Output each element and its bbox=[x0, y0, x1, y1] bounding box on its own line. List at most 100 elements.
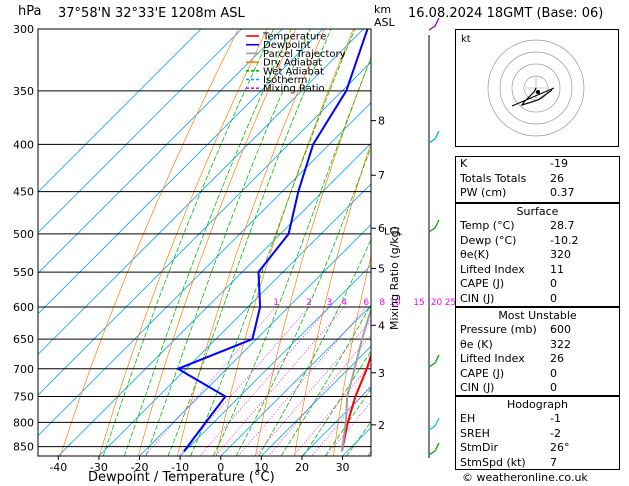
dry-adiabat-line bbox=[60, 29, 239, 456]
km-tick-label: 7 bbox=[378, 169, 385, 182]
mixing-ratio-line bbox=[268, 334, 371, 456]
pressure-tick-label: 650 bbox=[13, 333, 34, 346]
temperature-profile bbox=[340, 352, 371, 452]
wind-barb bbox=[428, 417, 440, 431]
mixing-ratio-line bbox=[178, 306, 310, 456]
isotherm-line bbox=[179, 264, 371, 456]
km-unit-label: km bbox=[374, 3, 392, 16]
mixing-ratio-label: 2 bbox=[306, 298, 312, 308]
wet-adiabat-line bbox=[167, 29, 332, 456]
indices-table: K -19 Totals Totals 26 PW (cm) 0.37 bbox=[455, 156, 620, 203]
plot-frame bbox=[37, 28, 372, 457]
mixing-ratio-line bbox=[215, 306, 345, 456]
hodograph-ring bbox=[511, 63, 561, 113]
legend-entry: Parcel Trajectory bbox=[263, 49, 346, 60]
parcel-trajectory-profile bbox=[340, 306, 371, 452]
pressure-tick-label: 600 bbox=[13, 301, 34, 314]
km-tick-label: 2 bbox=[378, 419, 385, 432]
mixing-ratio-line bbox=[311, 384, 371, 456]
mixing-ratio-line bbox=[199, 306, 330, 456]
temp-tick-label: -20 bbox=[131, 461, 149, 474]
wind-barb bbox=[428, 219, 440, 233]
temp-tick-label: -40 bbox=[49, 461, 67, 474]
wet-adiabat-line bbox=[212, 56, 371, 456]
pressure-tick-label: 700 bbox=[13, 363, 34, 376]
legend-entry: Dry Adiabat bbox=[263, 58, 322, 69]
hodograph-ring bbox=[499, 51, 573, 125]
mixing-ratio-line bbox=[237, 306, 367, 456]
pressure-tick-label: 850 bbox=[13, 441, 34, 454]
hodograph-table-title: Hodograph bbox=[507, 398, 568, 411]
pressure-tick-label: 750 bbox=[13, 390, 34, 403]
hodograph-table: Hodograph EH -1 SREH -2 StmDir 26° StmSpd (… bbox=[455, 396, 620, 470]
location-label: 37°58'N 32°33'E 1208m ASL bbox=[58, 6, 245, 21]
isotherm-line bbox=[38, 102, 371, 437]
wet-adiabat-line bbox=[190, 29, 356, 456]
most-unstable-title: Most Unstable bbox=[498, 309, 577, 322]
isotherm-line bbox=[38, 61, 371, 396]
wind-barb bbox=[428, 17, 440, 31]
wind-barb bbox=[428, 354, 440, 368]
hodograph-unit: kt bbox=[461, 34, 471, 45]
temp-tick-label: 10 bbox=[254, 461, 268, 474]
dry-adiabat-line bbox=[138, 29, 297, 456]
isotherm-line bbox=[261, 345, 371, 456]
wind-barb bbox=[428, 130, 440, 144]
isotherm-line bbox=[38, 29, 283, 274]
mixing-ratio-axis-label: Mixing Ratio (g/kg) bbox=[388, 226, 401, 330]
dewpoint-profile bbox=[175, 29, 369, 452]
footer-credit: © weatheronline.co.uk bbox=[462, 471, 588, 484]
mixing-ratio-label: 25 bbox=[445, 298, 456, 308]
wind-barb bbox=[428, 442, 440, 456]
dry-adiabat-line bbox=[333, 254, 371, 456]
storm-motion-marker bbox=[536, 90, 540, 94]
temp-tick-label: -10 bbox=[171, 461, 189, 474]
isotherm-line bbox=[38, 29, 364, 356]
mixing-ratio-label: 15 bbox=[413, 298, 424, 308]
isotherm-line bbox=[58, 142, 371, 456]
mixing-ratio-label: 1 bbox=[273, 298, 279, 308]
temp-tick-label: 20 bbox=[295, 461, 309, 474]
legend-entry: Temperature bbox=[262, 32, 326, 43]
dry-adiabat-line bbox=[177, 29, 325, 456]
surface-table: Surface Temp (°C) 28.7 Dewp (°C) -10.2 θe(… bbox=[455, 203, 620, 307]
legend-entry: Dewpoint bbox=[263, 40, 311, 51]
most-unstable-table: Most Unstable Pressure (mb) 600 θe (K) 322… bbox=[455, 307, 620, 396]
dry-adiabat-line bbox=[99, 29, 268, 456]
pressure-tick-label: 350 bbox=[13, 85, 34, 98]
isotherm-line bbox=[220, 305, 371, 456]
isotherm-line bbox=[38, 29, 242, 234]
dry-adiabat-line bbox=[294, 141, 371, 456]
hodograph: kt bbox=[455, 29, 619, 147]
mixing-ratio-line bbox=[144, 306, 277, 456]
mixing-ratio-label: 8 bbox=[379, 298, 385, 308]
storm-motion-line bbox=[511, 87, 555, 107]
isotherm-line bbox=[38, 29, 202, 193]
km-tick-label: 6 bbox=[378, 222, 385, 235]
wet-adiabat-line bbox=[123, 29, 292, 456]
pressure-tick-label: 800 bbox=[13, 416, 34, 429]
asl-unit-label: ASL bbox=[374, 16, 395, 29]
datetime-label: 16.08.2024 18GMT (Base: 06) bbox=[408, 6, 604, 21]
wet-adiabat-line bbox=[258, 238, 371, 456]
legend-entry: Wet Adiabat bbox=[263, 66, 324, 77]
km-tick-label: 4 bbox=[378, 319, 385, 332]
isotherm-line bbox=[38, 29, 324, 315]
hodograph-ring bbox=[487, 39, 585, 137]
pressure-tick-label: 500 bbox=[13, 228, 34, 241]
wet-adiabat-line bbox=[324, 388, 371, 456]
mixing-ratio-label: 6 bbox=[363, 298, 369, 308]
mixing-ratio-label: 3 bbox=[327, 298, 333, 308]
wet-adiabat-line bbox=[235, 145, 371, 456]
km-tick-label: 3 bbox=[378, 367, 385, 380]
isotherm-line bbox=[139, 223, 371, 456]
dry-adiabat-line bbox=[216, 29, 354, 456]
dry-adiabat-line bbox=[255, 56, 371, 456]
mixing-ratio-line bbox=[254, 319, 371, 456]
pressure-tick-label: 400 bbox=[13, 138, 34, 151]
legend-entry: Mixing Ratio bbox=[263, 84, 325, 95]
hodograph-trace bbox=[520, 87, 553, 107]
lcl-label: LCL bbox=[384, 226, 403, 237]
temp-tick-label: 0 bbox=[217, 461, 224, 474]
pressure-tick-label: 550 bbox=[13, 266, 34, 279]
